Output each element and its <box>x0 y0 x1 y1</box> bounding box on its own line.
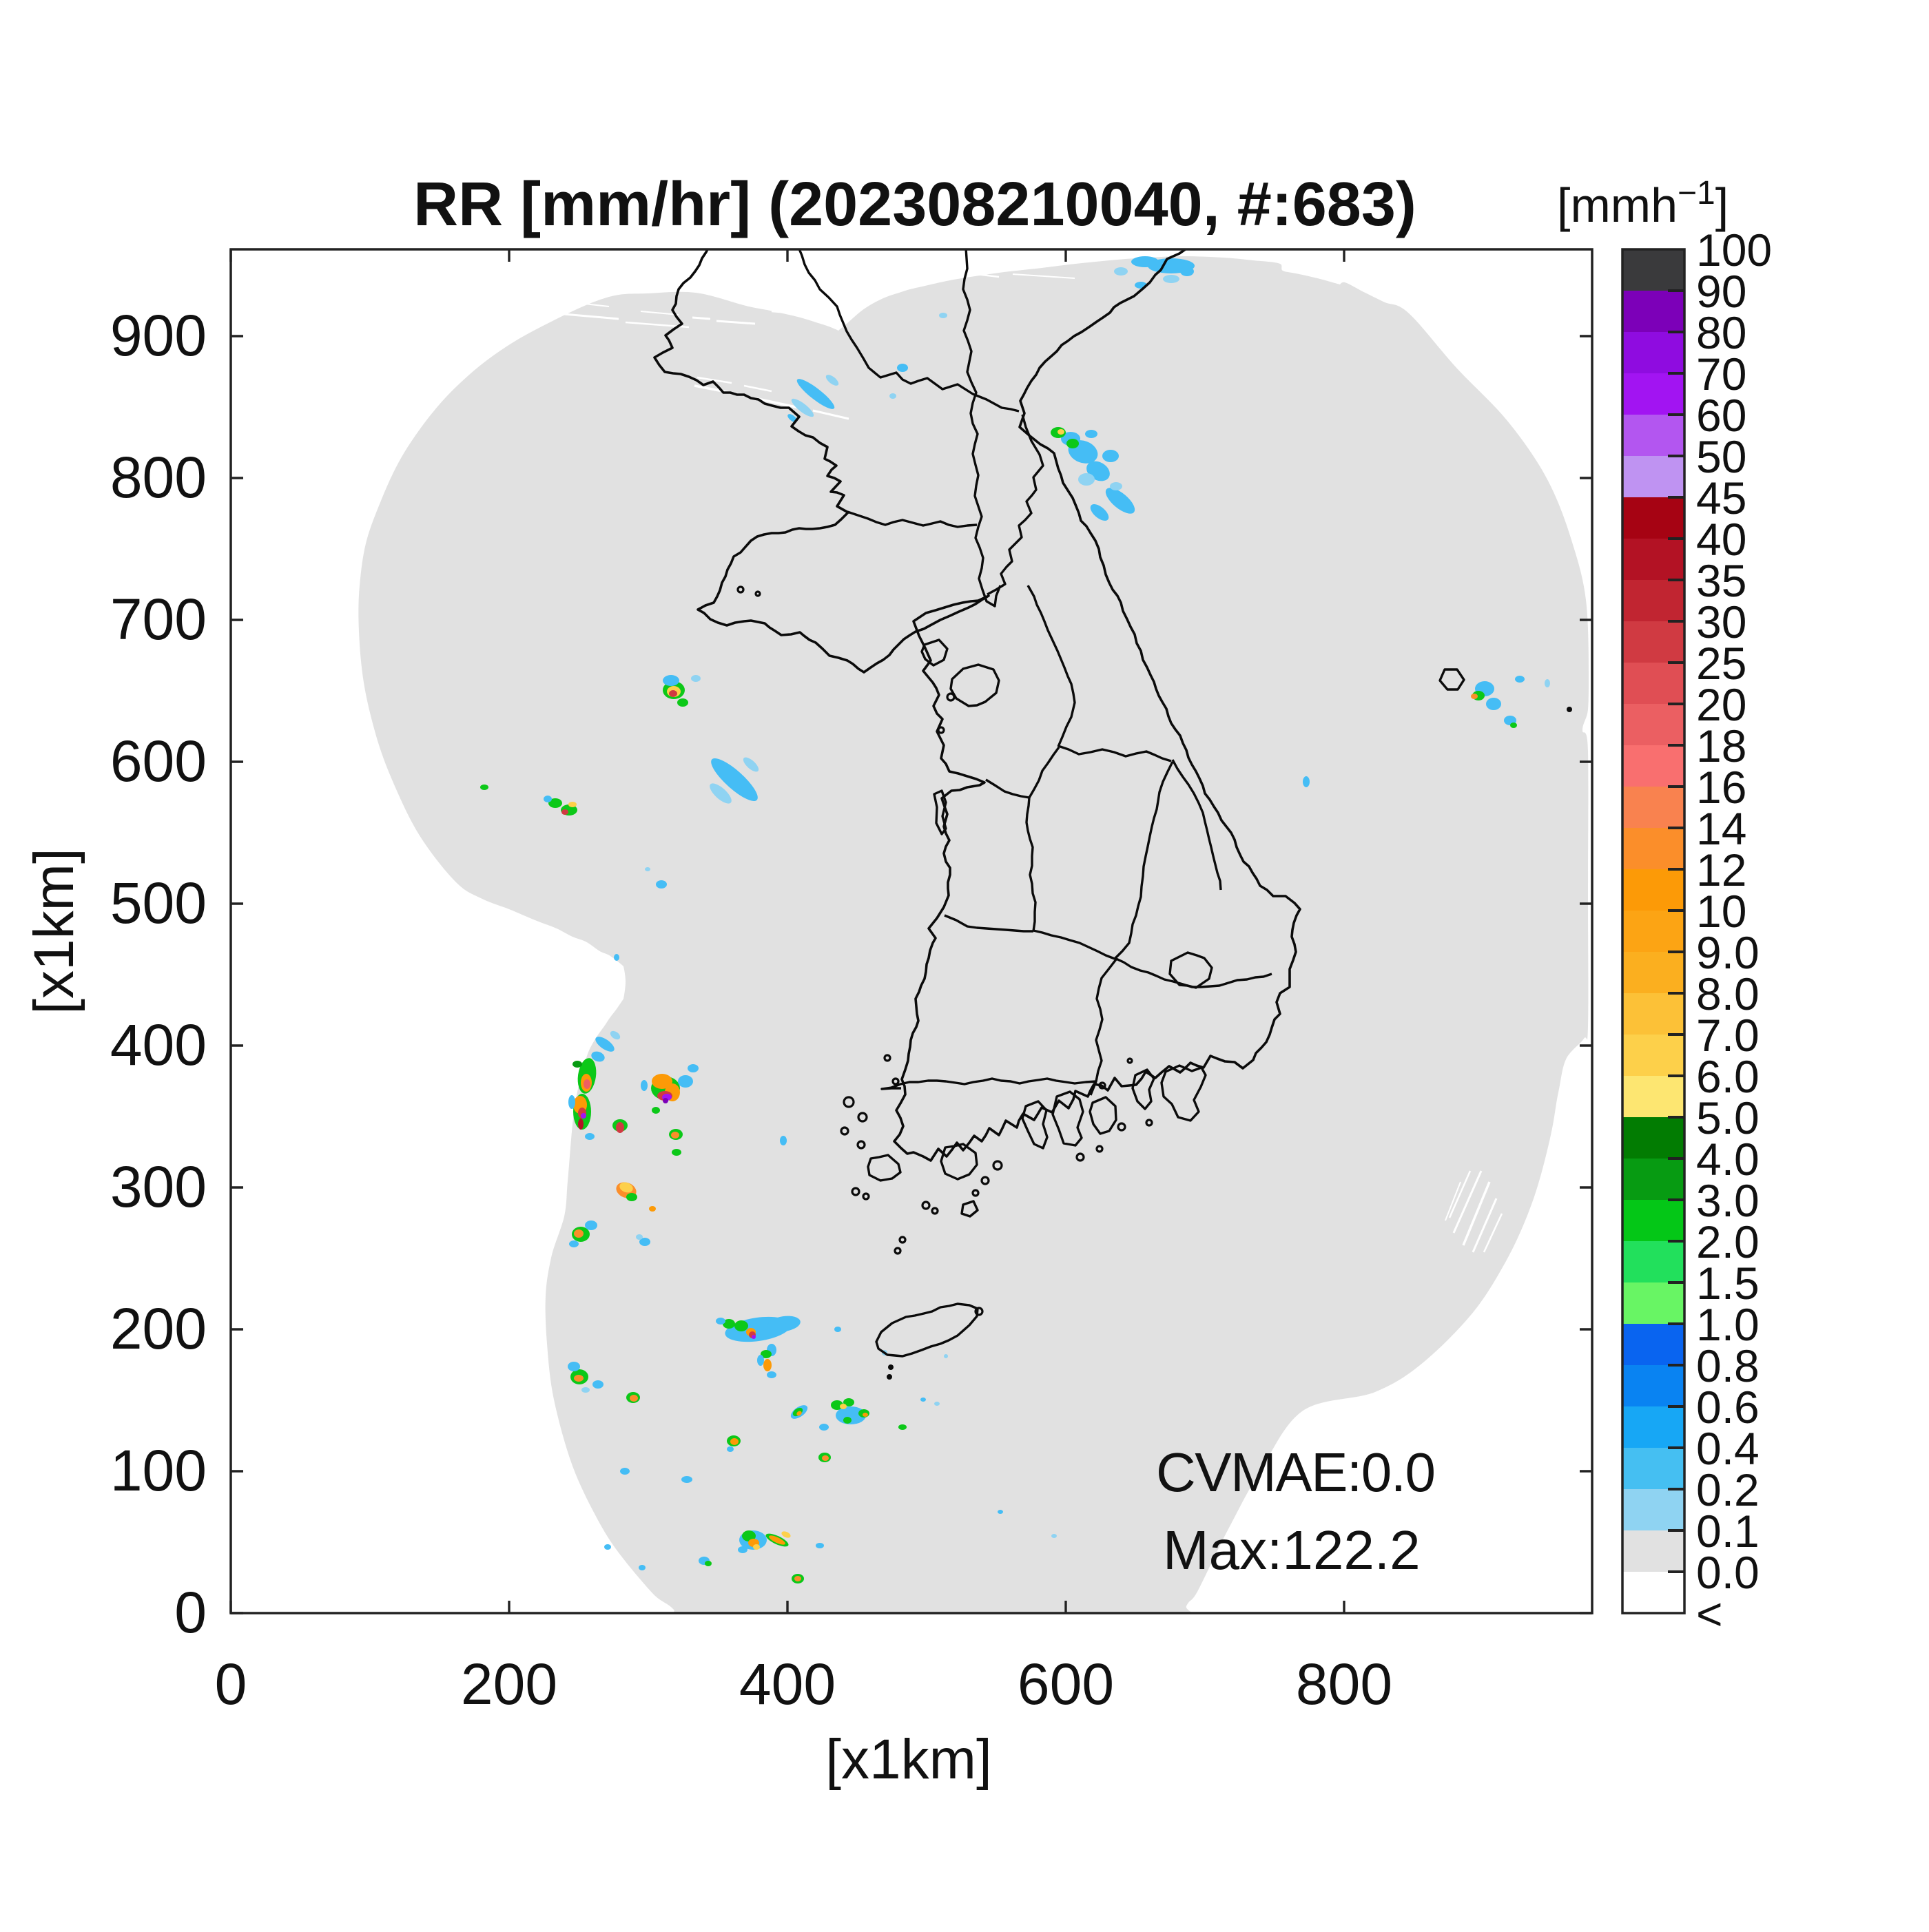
svg-text:100: 100 <box>1696 225 1772 276</box>
svg-text:5.0: 5.0 <box>1696 1092 1760 1143</box>
svg-text:7.0: 7.0 <box>1696 1010 1760 1061</box>
svg-text:25: 25 <box>1696 638 1746 689</box>
svg-text:RR [mm/hr] (202308210040, #:68: RR [mm/hr] (202308210040, #:683) <box>413 170 1416 239</box>
svg-text:0.4: 0.4 <box>1696 1423 1760 1474</box>
svg-text:60: 60 <box>1696 390 1746 441</box>
svg-text:600: 600 <box>1018 1652 1114 1716</box>
svg-text:500: 500 <box>110 871 207 935</box>
svg-text:0.0: 0.0 <box>1696 1547 1760 1598</box>
svg-text:0.6: 0.6 <box>1696 1382 1760 1433</box>
svg-text:14: 14 <box>1696 803 1746 854</box>
svg-text:900: 900 <box>110 303 207 368</box>
svg-text:3.0: 3.0 <box>1696 1175 1760 1226</box>
svg-text:CVMAE:0.0: CVMAE:0.0 <box>1156 1442 1434 1503</box>
svg-text:16: 16 <box>1696 762 1746 813</box>
svg-text:0.8: 0.8 <box>1696 1340 1760 1391</box>
svg-text:8.0: 8.0 <box>1696 968 1760 1019</box>
svg-text:800: 800 <box>110 445 207 510</box>
svg-text:90: 90 <box>1696 266 1746 317</box>
svg-text:600: 600 <box>110 729 207 793</box>
svg-text:6.0: 6.0 <box>1696 1051 1760 1102</box>
svg-text:4.0: 4.0 <box>1696 1134 1760 1185</box>
svg-text:0: 0 <box>174 1580 207 1645</box>
svg-text:2.0: 2.0 <box>1696 1216 1760 1267</box>
svg-text:200: 200 <box>461 1652 557 1716</box>
svg-text:9.0: 9.0 <box>1696 927 1760 978</box>
svg-text:80: 80 <box>1696 307 1746 358</box>
svg-text:45: 45 <box>1696 472 1746 523</box>
svg-text:400: 400 <box>739 1652 836 1716</box>
svg-text:0.1: 0.1 <box>1696 1506 1760 1557</box>
svg-text:Max:122.2: Max:122.2 <box>1163 1519 1421 1581</box>
svg-text:70: 70 <box>1696 349 1746 399</box>
svg-text:30: 30 <box>1696 596 1746 647</box>
svg-text:40: 40 <box>1696 514 1746 565</box>
svg-text:[x1km]: [x1km] <box>825 1728 991 1791</box>
svg-text:0.2: 0.2 <box>1696 1464 1760 1515</box>
svg-text:700: 700 <box>110 587 207 652</box>
svg-text:0: 0 <box>215 1652 247 1716</box>
svg-text:10: 10 <box>1696 886 1746 937</box>
svg-text:18: 18 <box>1696 720 1746 771</box>
svg-text:1.0: 1.0 <box>1696 1299 1760 1350</box>
svg-text:50: 50 <box>1696 431 1746 482</box>
svg-text:800: 800 <box>1296 1652 1392 1716</box>
svg-text:200: 200 <box>110 1296 207 1361</box>
svg-text:100: 100 <box>110 1438 207 1503</box>
svg-text:[x1km]: [x1km] <box>23 848 85 1014</box>
svg-text:1.5: 1.5 <box>1696 1258 1760 1309</box>
svg-text:20: 20 <box>1696 679 1746 730</box>
svg-text:<: < <box>1696 1588 1723 1639</box>
svg-text:12: 12 <box>1696 844 1746 895</box>
svg-text:400: 400 <box>110 1012 207 1077</box>
svg-text:300: 300 <box>110 1154 207 1219</box>
svg-text:35: 35 <box>1696 555 1746 606</box>
